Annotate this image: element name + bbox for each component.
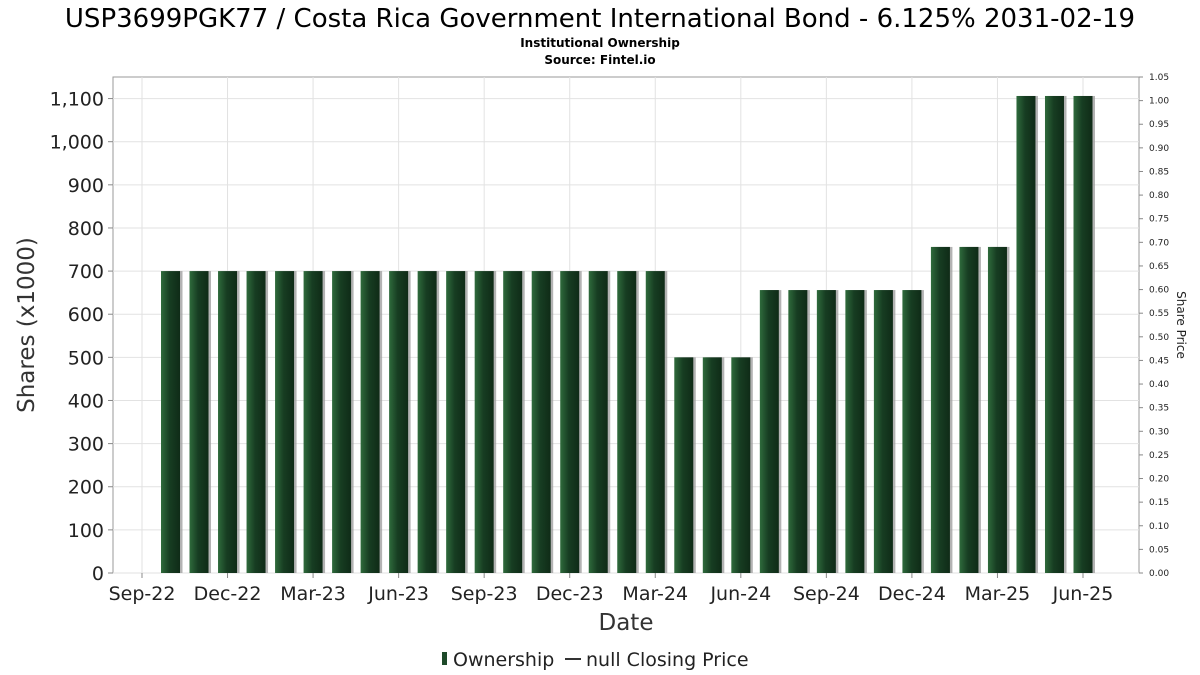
right-tick-label: 0.50 [1149, 333, 1169, 343]
y-tick-label: 300 [68, 434, 104, 456]
x-tick-label: Sep-24 [793, 583, 860, 605]
right-tick-label: 0.55 [1149, 309, 1169, 319]
right-tick-label: 0.75 [1149, 215, 1169, 225]
bar [161, 271, 180, 573]
right-tick-label: 0.25 [1149, 451, 1169, 461]
bar [873, 290, 893, 573]
bar [759, 290, 779, 573]
right-tick-label: 0.10 [1149, 522, 1169, 532]
bar [218, 271, 238, 573]
y-tick-label: 800 [68, 218, 104, 240]
y-tick-label: 1,000 [50, 132, 104, 154]
right-tick-label: 0.00 [1149, 569, 1169, 579]
x-tick-label: Jun-24 [709, 583, 771, 605]
y-tick-label: 1,100 [50, 89, 104, 111]
chart-subtitle-source: Source: Fintel.io [544, 53, 655, 67]
bar [816, 290, 836, 573]
bar [332, 271, 352, 573]
right-axis-ticks: 0.00 0.05 0.10 0.15 0.20 0.25 0.30 0.35 0.40 0.45… [1139, 73, 1169, 579]
bar [588, 271, 608, 573]
right-tick-label: 0.40 [1149, 380, 1169, 390]
bar [560, 271, 580, 573]
y-tick-label: 600 [68, 304, 104, 326]
y-tick-label: 900 [68, 175, 104, 197]
bar [1073, 95, 1093, 574]
bar [731, 357, 751, 573]
x-tick-label: Jun-25 [1052, 583, 1114, 605]
legend-ownership-swatch [442, 652, 447, 665]
y-tick-label: 400 [68, 390, 104, 412]
right-tick-label: 0.70 [1149, 238, 1169, 248]
y-tick-label: 500 [68, 347, 104, 369]
right-tick-label: 0.15 [1149, 498, 1169, 508]
bar [959, 246, 979, 574]
legend: Ownership null Closing Price [442, 649, 749, 671]
x-tick-label: Mar-25 [965, 583, 1031, 605]
chart-title: USP3699PGK77 / Costa Rica Government Int… [65, 4, 1135, 34]
bar [674, 357, 694, 573]
y-tick-label: 200 [68, 477, 104, 499]
bar [531, 271, 551, 573]
right-axis-label: Share Price [1174, 291, 1188, 359]
bar [902, 290, 922, 573]
bar [446, 271, 466, 573]
right-tick-label: 0.35 [1149, 404, 1169, 414]
bar [1044, 95, 1064, 574]
legend-ownership-label: Ownership [453, 649, 554, 671]
x-axis-ticks: Sep-22 Dec-22 Mar-23 Jun-23 Sep-23 Dec-23 Mar-… [109, 573, 1114, 605]
y-axis-ticks: 0 100 200 300 400 500 600 700 800 900 1,000 1,100 [50, 89, 113, 585]
bar [702, 357, 722, 573]
right-tick-label: 0.45 [1149, 356, 1169, 366]
bar [1016, 95, 1036, 574]
bar [189, 271, 209, 573]
bars-group [161, 95, 1095, 574]
y-tick-label: 100 [68, 520, 104, 542]
x-tick-label: Dec-23 [536, 583, 604, 605]
right-tick-label: 0.05 [1149, 545, 1169, 555]
bar [930, 246, 950, 574]
right-tick-label: 0.65 [1149, 262, 1169, 272]
legend-price-label: null Closing Price [586, 649, 749, 671]
right-tick-label: 1.05 [1149, 73, 1169, 83]
y-axis-label: Shares (x1000) [14, 237, 40, 413]
right-tick-label: 0.80 [1149, 191, 1169, 201]
right-tick-label: 0.30 [1149, 427, 1169, 437]
right-tick-label: 1.00 [1149, 97, 1169, 107]
bar [303, 271, 323, 573]
x-tick-label: Sep-23 [451, 583, 518, 605]
bar [987, 246, 1007, 574]
bar [417, 271, 437, 573]
x-axis-label: Date [599, 610, 654, 636]
x-tick-label: Mar-24 [622, 583, 688, 605]
x-tick-label: Sep-22 [109, 583, 176, 605]
right-tick-label: 0.85 [1149, 167, 1169, 177]
bar [617, 271, 637, 573]
right-tick-label: 0.90 [1149, 144, 1169, 154]
bar [503, 271, 523, 573]
x-tick-label: Dec-24 [878, 583, 946, 605]
bar [275, 271, 295, 573]
chart-subtitle-ownership: Institutional Ownership [520, 36, 680, 50]
y-tick-label: 700 [68, 261, 104, 283]
bar [474, 271, 494, 573]
right-tick-label: 0.60 [1149, 286, 1169, 296]
x-tick-label: Dec-22 [194, 583, 262, 605]
bar [645, 271, 665, 573]
bar [845, 290, 865, 573]
bar [389, 271, 409, 573]
right-tick-label: 0.20 [1149, 475, 1169, 485]
x-tick-label: Mar-23 [280, 583, 346, 605]
y-tick-label: 0 [92, 563, 104, 585]
bar [360, 271, 380, 573]
right-tick-label: 0.95 [1149, 120, 1169, 130]
bar [788, 290, 808, 573]
x-tick-label: Jun-23 [367, 583, 429, 605]
bar [246, 271, 266, 573]
